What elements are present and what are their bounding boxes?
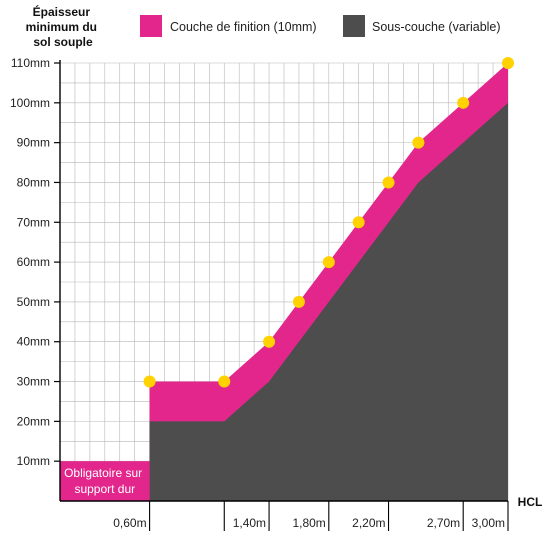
y-tick-labels: 10mm 20mm 30mm 40mm 50mm 60mm 70mm 80mm 90mm 100m… — [10, 56, 50, 468]
region-note: Obligatoire sur support dur — [60, 461, 150, 501]
y-tick-label: 50mm — [17, 295, 50, 309]
data-point — [263, 335, 276, 348]
data-point — [143, 375, 156, 388]
legend-label-sous-couche: Sous-couche (variable) — [372, 20, 501, 34]
legend-label-finition: Couche de finition (10mm) — [170, 20, 317, 34]
y-tick-label: 80mm — [17, 175, 50, 189]
y-axis-title-line-3: sol souple — [33, 35, 93, 49]
x-tick-label: 1,40m — [233, 516, 266, 530]
data-point — [502, 57, 514, 69]
x-tick-labels: 0,60m 1,40m 1,80m 2,20m 2,70m 3,00m — [113, 516, 505, 530]
x-axis-title: HCL — [518, 495, 543, 509]
areas — [149, 63, 508, 502]
y-tick-label: 70mm — [17, 215, 50, 229]
data-point — [352, 216, 365, 229]
y-tick-label: 60mm — [17, 255, 50, 269]
y-axis-title-line-2: minimum du — [26, 20, 97, 34]
region-note-text: Obligatoire sur support dur — [64, 466, 145, 496]
y-tick-label: 10mm — [17, 454, 50, 468]
data-points — [143, 57, 514, 388]
y-axis-title-line-1: Épaisseur — [33, 4, 91, 19]
axes — [54, 60, 509, 531]
data-point — [412, 136, 425, 149]
region-note-box — [60, 461, 150, 501]
data-point — [457, 96, 470, 109]
y-tick-label: 90mm — [17, 136, 50, 150]
x-tick-label: 2,70m — [427, 516, 460, 530]
y-tick-label: 30mm — [17, 375, 50, 389]
data-point — [218, 375, 231, 388]
data-point — [322, 256, 335, 269]
y-axis-title: Épaisseur minimum du sol souple — [26, 4, 101, 49]
y-tick-label: 40mm — [17, 335, 50, 349]
legend-swatch-sous-couche — [343, 15, 365, 37]
region-note-line-1: Obligatoire sur — [64, 466, 142, 480]
x-tick-label: 2,20m — [352, 516, 385, 530]
data-point — [382, 176, 395, 189]
x-tick-label: 0,60m — [113, 516, 146, 530]
legend: Couche de finition (10mm) Sous-couche (v… — [140, 15, 501, 37]
x-tick-label: 3,00m — [472, 516, 505, 530]
data-point — [292, 295, 305, 308]
region-note-line-2: support dur — [74, 482, 135, 496]
y-tick-label: 20mm — [17, 414, 50, 428]
y-tick-label: 100mm — [10, 96, 50, 110]
y-tick-label: 110mm — [11, 56, 50, 70]
legend-swatch-finition — [140, 15, 162, 37]
x-tick-label: 1,80m — [292, 516, 325, 530]
area-sous-couche — [149, 102, 508, 502]
